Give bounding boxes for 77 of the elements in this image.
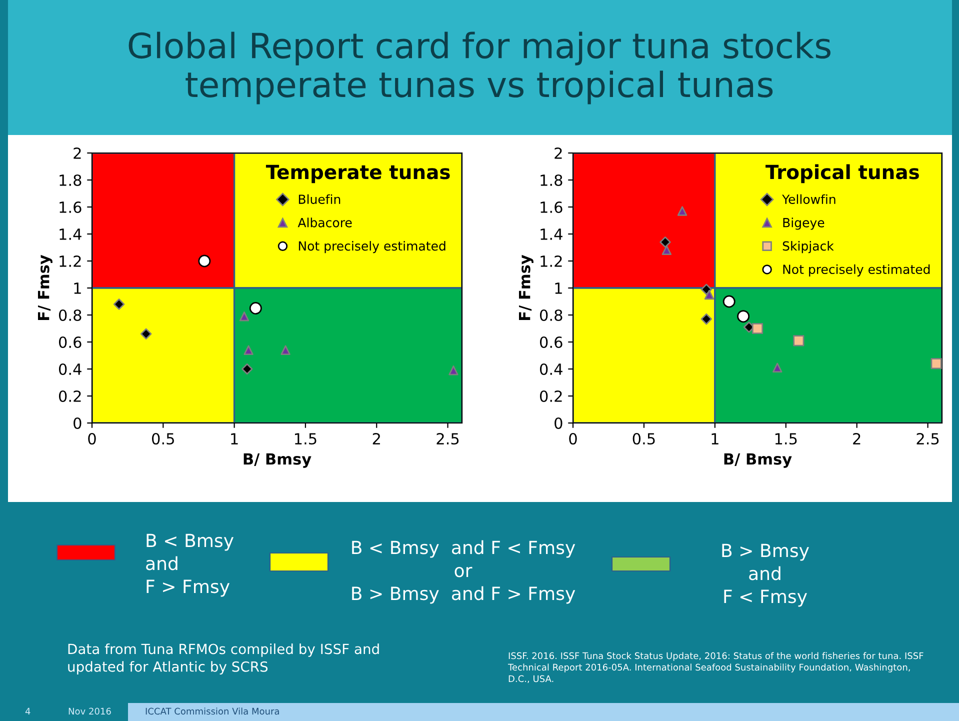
y-tick-label: 0 bbox=[74, 417, 82, 430]
point bbox=[700, 284, 712, 295]
point bbox=[752, 322, 764, 334]
x-tick-label: 2 bbox=[853, 432, 860, 444]
x-tick-label: 0.5 bbox=[152, 432, 174, 445]
point bbox=[140, 328, 152, 340]
y-tick-label: 2 bbox=[74, 147, 81, 159]
legend-label: Not precisely estimated bbox=[298, 241, 446, 254]
x-tick-label: 2.5 bbox=[916, 432, 939, 445]
point bbox=[239, 311, 250, 322]
text: ICCAT Commission Vila Moura bbox=[146, 708, 279, 715]
point bbox=[930, 358, 942, 370]
point bbox=[677, 206, 688, 216]
text: 4 bbox=[25, 708, 30, 714]
point bbox=[280, 345, 290, 355]
y-tick-label: 0.4 bbox=[540, 363, 562, 376]
point bbox=[249, 302, 262, 314]
point bbox=[662, 245, 672, 256]
x-axis-title: B/ Bmsy bbox=[724, 453, 792, 468]
y-tick-label: 1.2 bbox=[540, 255, 562, 267]
legend-label: Not precisely estimated bbox=[783, 264, 930, 276]
y-tick-label: 0.6 bbox=[540, 336, 562, 348]
y-tick-label: 1.2 bbox=[60, 255, 81, 267]
y-tick-label: 0.2 bbox=[58, 390, 81, 402]
legend-title: Temperate tunas bbox=[266, 164, 450, 184]
point bbox=[660, 236, 671, 248]
y-tick-label: 1.8 bbox=[60, 174, 82, 186]
point bbox=[113, 298, 125, 310]
text: ISSF. 2016. ISSF Tuna Stock Status Update, 2016: Status of the world fisheries for tuna. ISSF Technical Report 2016-05A. International Seafood Sustainability Foundation, Washington, D.C., USA. bbox=[508, 652, 924, 684]
point bbox=[242, 363, 253, 375]
x-tick-label: 1.5 bbox=[775, 433, 797, 445]
x-tick-label: 0 bbox=[569, 432, 577, 445]
y-tick-label: 1.4 bbox=[60, 228, 82, 240]
legend-title: Tropical tunas bbox=[766, 164, 919, 184]
point bbox=[793, 335, 804, 346]
legend-label: Albacore bbox=[298, 218, 352, 228]
legend-label: Bigeye bbox=[783, 218, 824, 230]
y-tick-label: 1 bbox=[555, 282, 562, 294]
point bbox=[198, 254, 211, 268]
y-axis-title: F/ Fmsy bbox=[38, 254, 52, 320]
point bbox=[772, 362, 782, 373]
text: B < Bmsy and F < Fmsy or B > Bmsy and F > Fmsy bbox=[352, 540, 576, 604]
point bbox=[737, 310, 750, 323]
y-tick-label: 0.2 bbox=[540, 390, 562, 402]
point bbox=[700, 313, 712, 325]
text: B < Bmsy and F > Fmsy bbox=[146, 534, 234, 597]
text: Data from Tuna RFMOs compiled by ISSF and updated for Atlantic by SCRS bbox=[68, 643, 379, 675]
point bbox=[448, 365, 458, 376]
y-tick-label: 1.6 bbox=[540, 201, 562, 214]
x-tick-label: 1 bbox=[231, 433, 238, 444]
x-tick-label: 0 bbox=[88, 432, 96, 445]
legend-label: Bluefin bbox=[298, 194, 340, 204]
y-tick-label: 1 bbox=[74, 282, 81, 294]
y-tick-label: 0.6 bbox=[58, 336, 82, 348]
x-tick-label: 1 bbox=[712, 433, 718, 444]
y-tick-label: 2 bbox=[554, 147, 562, 159]
y-axis-title: F/ Fmsy bbox=[518, 254, 534, 320]
point bbox=[244, 345, 254, 355]
text: Nov 2016 bbox=[68, 708, 111, 715]
y-tick-label: 0.8 bbox=[58, 309, 82, 322]
y-tick-label: 0.4 bbox=[58, 363, 82, 376]
x-axis-title: B/ Bmsy bbox=[244, 453, 312, 468]
x-tick-label: 2.5 bbox=[436, 432, 459, 445]
x-tick-label: 0.5 bbox=[632, 432, 655, 445]
legend-label: Skipjack bbox=[782, 241, 834, 254]
text: B > Bmsy and F < Fmsy bbox=[722, 544, 809, 607]
y-tick-label: 1.6 bbox=[60, 201, 82, 214]
y-tick-label: 0 bbox=[554, 417, 562, 430]
x-tick-label: 2 bbox=[372, 432, 380, 444]
point bbox=[704, 290, 714, 300]
y-tick-label: 0.8 bbox=[540, 309, 562, 322]
y-tick-label: 1.8 bbox=[540, 174, 562, 186]
chart-title: Global Report card for major tuna stocks temperate tunas vs tropical tunas bbox=[128, 32, 830, 104]
point bbox=[722, 295, 736, 308]
x-tick-label: 1.5 bbox=[294, 433, 316, 445]
y-tick-label: 1.4 bbox=[540, 228, 562, 240]
legend-label: Yellowfin bbox=[782, 194, 836, 204]
